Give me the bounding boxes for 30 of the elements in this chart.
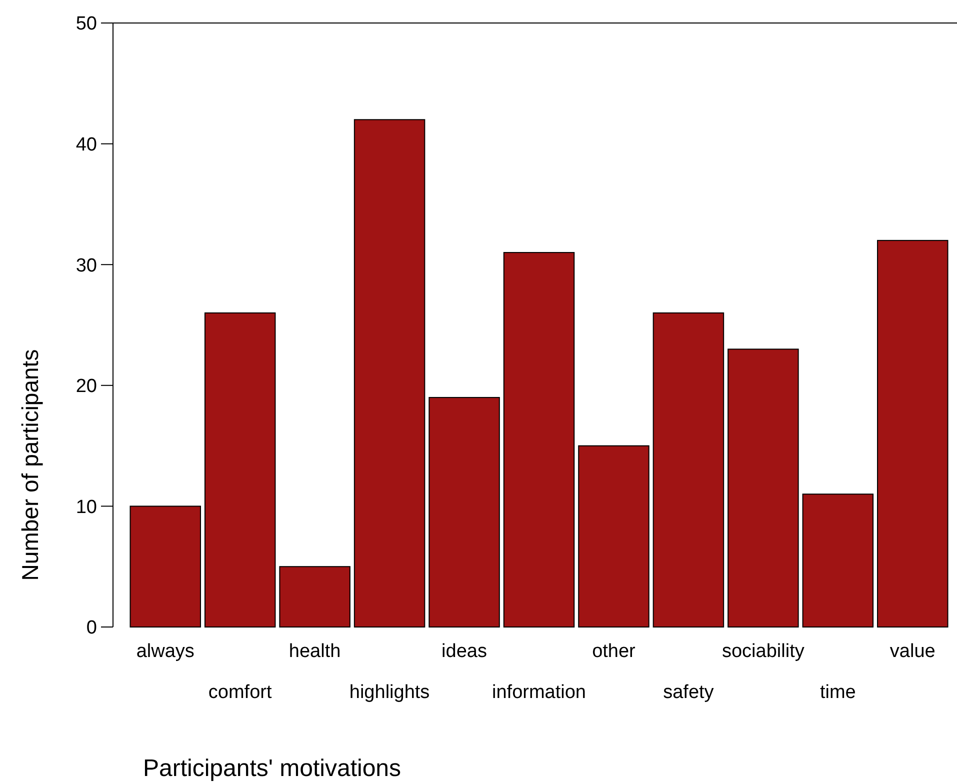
y-tick-label: 10 (76, 496, 97, 518)
bar (578, 445, 650, 628)
x-axis-title: Participants' motivations (143, 755, 402, 782)
bar (877, 240, 948, 628)
y-tick-label: 50 (76, 14, 97, 35)
bar (802, 494, 874, 628)
x-tick-label: time (820, 682, 856, 703)
bar (503, 252, 575, 628)
x-tick-label: sociability (722, 641, 805, 662)
bar (652, 312, 724, 628)
bar (204, 312, 276, 628)
y-axis-title: Number of participants (17, 349, 43, 581)
x-tick-label: value (890, 641, 936, 662)
x-tick-label: health (288, 641, 341, 662)
x-tick-label: highlights (349, 682, 430, 703)
bar (130, 506, 201, 628)
y-tick-label: 0 (86, 618, 97, 639)
x-tick-label: ideas (442, 641, 487, 662)
y-tick-label: 30 (76, 255, 97, 276)
bar (728, 348, 799, 628)
x-tick-label: other (592, 641, 636, 662)
y-tick-label: 20 (76, 376, 97, 398)
x-tick-label: information (492, 682, 586, 703)
bar (428, 396, 500, 628)
y-tick-label: 40 (76, 134, 97, 156)
x-tick-label: always (136, 641, 194, 662)
x-tick-label: comfort (208, 682, 272, 703)
bar (354, 119, 426, 628)
x-tick-label: safety (663, 682, 714, 703)
bar (279, 566, 350, 628)
